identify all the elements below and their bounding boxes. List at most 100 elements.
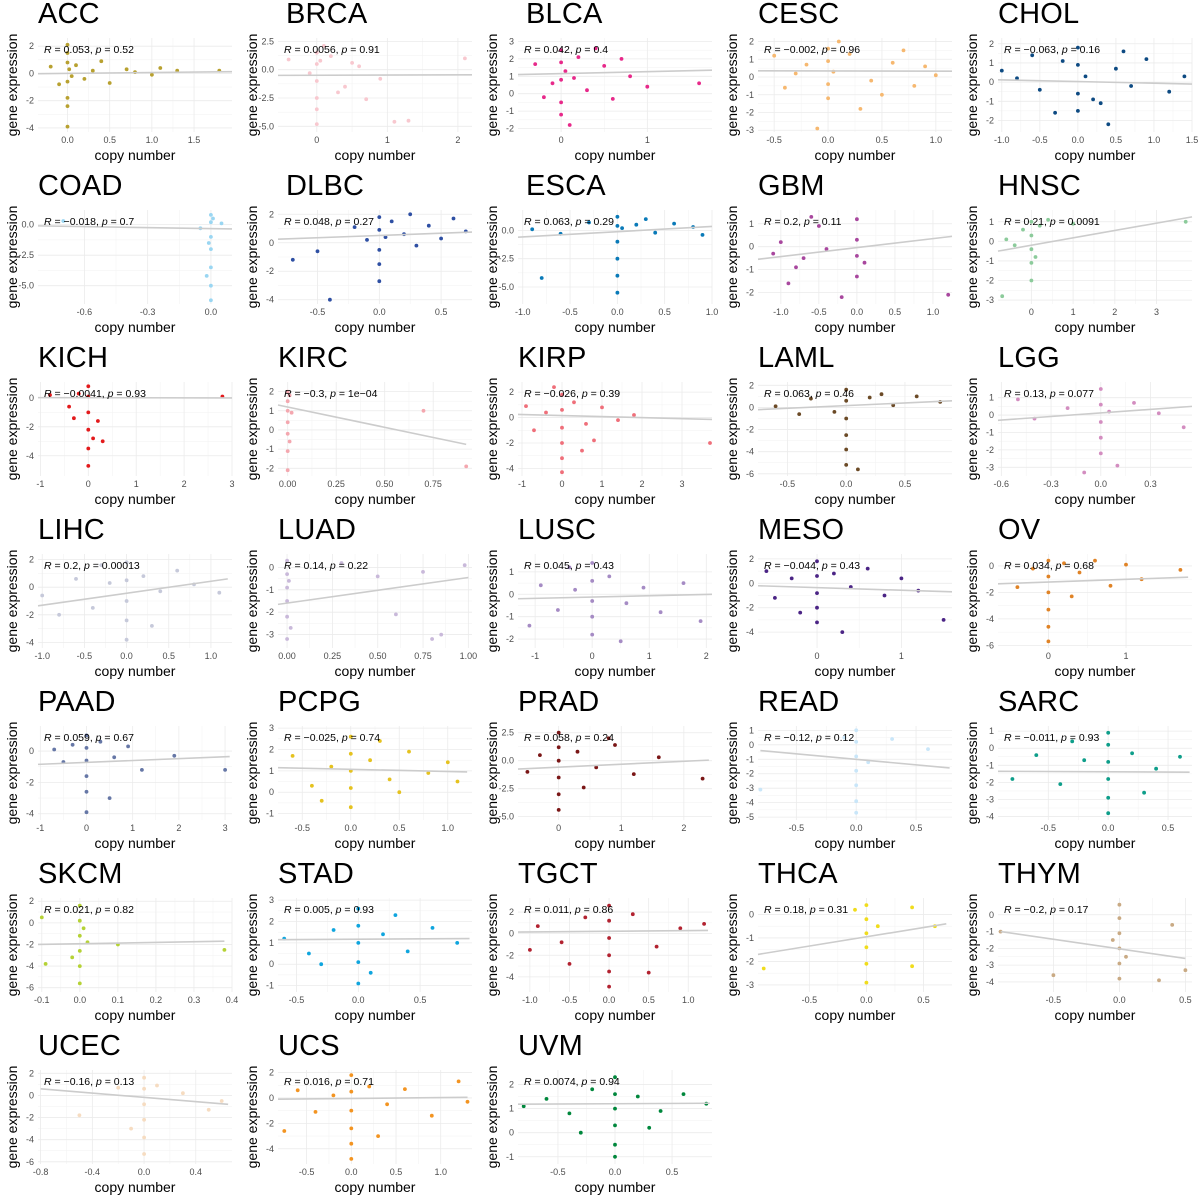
x-tick-label: 0.4 [226,995,239,1005]
x-tick-label: 0.5 [666,1167,679,1177]
x-tick-label: -0.5 [289,995,305,1005]
data-point [568,962,572,966]
data-point [155,1084,159,1088]
y-tick-label: 0 [749,740,754,750]
data-point [343,85,347,89]
data-point [1157,411,1161,415]
data-point [1000,294,1004,298]
correlation-label: R = −0.3, p = 1e−04 [284,388,378,400]
y-tick-label: -3 [986,295,994,305]
data-point [289,626,293,630]
y-tick-label: -5.0 [498,282,514,292]
data-point [356,960,360,964]
data-point [876,924,880,928]
data-point [613,1155,617,1159]
y-tick-label: 2 [509,907,514,917]
data-point [559,113,563,117]
data-point [422,409,426,413]
x-tick-label: 0.5 [658,307,671,317]
x-tick-label: 1 [130,823,135,833]
x-tick-label: -0.5 [562,995,578,1005]
data-point [175,569,179,573]
y-tick-label: -2 [26,777,34,787]
x-tick-label: -0.5 [294,823,310,833]
x-axis-title: copy number [575,319,656,335]
data-point [209,235,213,239]
data-point [74,63,78,67]
data-point [220,222,224,226]
y-tick-label: -4 [746,798,754,808]
x-axis-title: copy number [335,319,416,335]
data-point [349,786,353,790]
data-point [368,758,372,762]
x-axis-title: copy number [815,147,896,163]
data-point [613,1107,617,1111]
y-axis-title: gene expression [484,1066,500,1169]
correlation-label: R = 0.021, p = 0.82 [44,904,134,916]
correlation-label: R = 0.048, p = 0.27 [284,216,374,228]
data-point [407,119,411,123]
data-point [573,588,577,592]
data-point [86,447,90,451]
data-point [557,792,561,796]
data-point [540,276,544,280]
x-tick-label: 0.0 [352,995,365,1005]
data-point [288,440,292,444]
data-point [844,463,848,467]
data-point [798,611,802,615]
data-point [1183,75,1187,79]
data-point [1124,563,1128,567]
data-point [315,96,319,100]
data-point [99,59,103,63]
y-tick-label: 3 [269,895,274,905]
data-point [85,746,89,750]
y-tick-label: -6 [986,640,994,650]
data-point [1061,59,1065,63]
y-tick-label: 0 [29,582,34,592]
data-point [868,396,872,400]
x-axis-title: copy number [95,663,176,679]
correlation-label: R = 0.042, p = 0.4 [524,44,608,56]
data-point [142,1102,146,1106]
y-tick-label: -2 [26,610,34,620]
data-point [427,224,431,228]
y-tick-label: 2 [29,555,34,565]
data-point [1124,955,1128,959]
data-point [456,780,460,784]
data-point [900,577,904,581]
x-tick-label: 0.75 [424,479,442,489]
correlation-label: R = −0.025, p = 0.74 [284,732,380,744]
y-tick-label: 0 [269,787,274,797]
data-point [560,441,564,445]
correlation-label: R = −0.011, p = 0.93 [1004,732,1099,744]
y-tick-label: -1 [506,1152,514,1162]
data-point [1106,777,1110,781]
points [52,734,227,815]
y-tick-label: 1 [989,217,994,227]
x-tick-label: 3 [679,479,684,489]
data-point [902,49,906,53]
data-point [364,97,368,101]
y-axis-title: gene expression [484,550,500,653]
data-point [356,924,360,928]
x-tick-label: 0.5 [876,135,889,145]
data-point [855,238,859,242]
data-point [381,932,385,936]
data-point [585,88,589,92]
data-point [934,73,938,77]
data-point [865,917,869,921]
x-axis-title: copy number [95,1007,176,1023]
data-point [910,906,914,910]
data-point [308,71,312,75]
data-point [307,952,311,956]
data-point [66,96,70,100]
